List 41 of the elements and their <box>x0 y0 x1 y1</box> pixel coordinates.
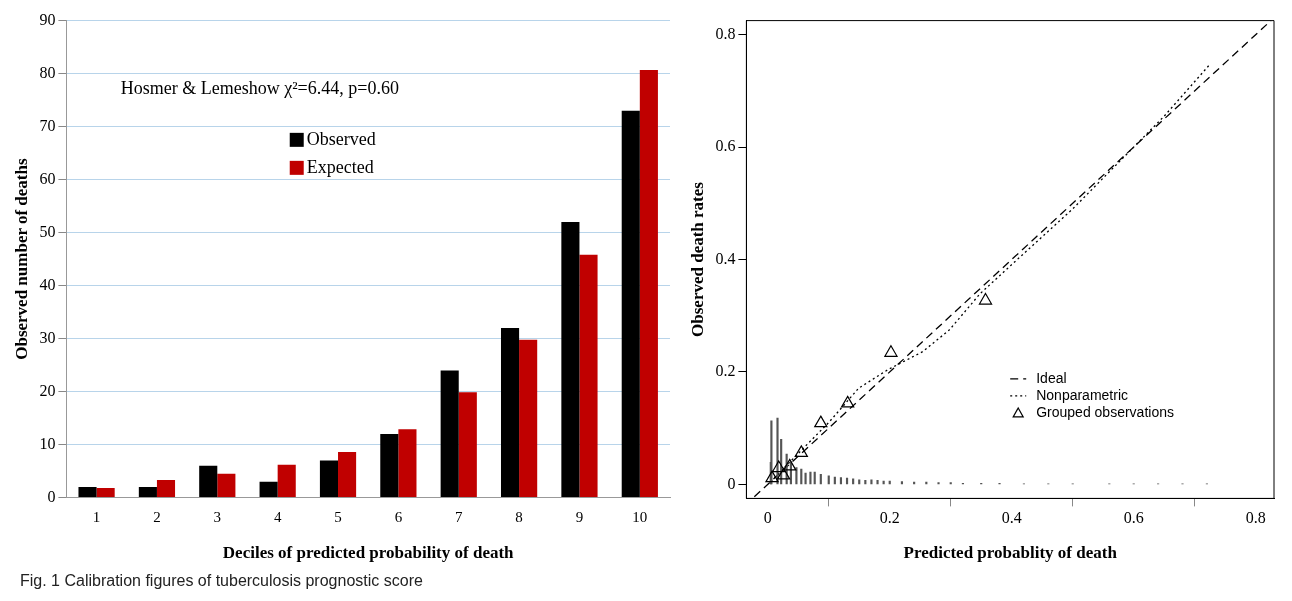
x-tick-label: 5 <box>334 508 342 525</box>
y-tick-label: 90 <box>39 10 56 28</box>
y-tick-label: 0.4 <box>715 249 736 267</box>
y-axis-title: Observed death rates <box>687 181 707 337</box>
y-tick-label: 50 <box>39 222 56 240</box>
legend-label: Expected <box>306 156 374 177</box>
x-tick-label: 0 <box>763 509 772 527</box>
annotation: Hosmer & Lemeshow χ²=6.44, p=0.60 <box>120 78 399 99</box>
y-tick-label: 40 <box>39 275 56 293</box>
y-tick-label: 0.6 <box>715 137 736 155</box>
x-tick-label: 7 <box>454 508 463 525</box>
x-tick-label: 1 <box>92 508 101 525</box>
x-tick-label: 0.2 <box>879 509 900 527</box>
y-tick-label: 10 <box>39 434 56 452</box>
caption: Fig. 1 Calibration figures of tuberculosis prognostic score <box>20 572 423 590</box>
x-tick-label: 10 <box>632 508 648 525</box>
x-axis-title: Deciles of predicted probability of death <box>222 543 515 563</box>
x-tick-label: 9 <box>575 508 584 525</box>
x-tick-label: 6 <box>394 508 403 525</box>
y-tick-label: 0.8 <box>715 24 736 42</box>
y-axis-title: Observed number of deaths <box>11 158 31 360</box>
y-tick-label: 0.2 <box>715 362 736 380</box>
x-tick-label: 0.4 <box>1001 509 1022 527</box>
x-axis-title: Predicted probablity of death <box>903 543 1118 563</box>
legend-label: Grouped observations <box>1036 403 1174 420</box>
legend-label: Nonparametric <box>1036 386 1129 403</box>
x-tick-label: 2 <box>153 508 161 525</box>
x-tick-label: 3 <box>213 508 222 525</box>
x-tick-label: 4 <box>273 508 282 525</box>
y-tick-label: 70 <box>39 116 56 134</box>
y-tick-label: 0 <box>47 487 56 505</box>
x-tick-label: 0.6 <box>1123 509 1144 527</box>
x-tick-label: 8 <box>515 508 523 525</box>
y-tick-label: 30 <box>39 328 56 346</box>
y-tick-label: 20 <box>39 381 56 399</box>
legend-label: Observed <box>306 128 376 149</box>
legend-label: Ideal <box>1036 369 1067 386</box>
y-tick-label: 0 <box>727 474 736 492</box>
y-tick-label: 80 <box>39 63 56 81</box>
y-tick-label: 60 <box>39 169 56 187</box>
x-tick-label: 0.8 <box>1245 509 1266 527</box>
